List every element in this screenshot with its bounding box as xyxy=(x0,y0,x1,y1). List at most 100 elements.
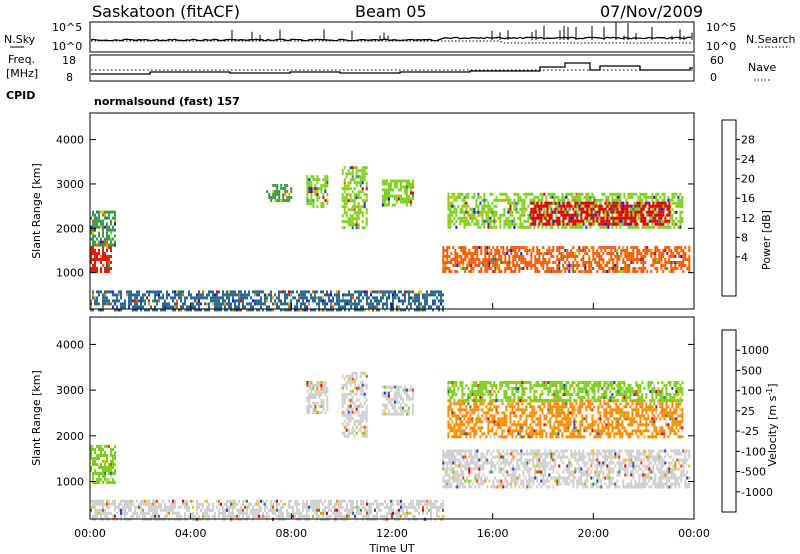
data-cell xyxy=(670,252,673,255)
data-cell xyxy=(154,508,156,512)
data-cell xyxy=(447,213,450,217)
data-cell xyxy=(662,210,665,214)
data-cell xyxy=(528,473,531,477)
data-cell xyxy=(668,255,671,258)
data-cell xyxy=(372,308,374,312)
data-cell xyxy=(632,270,635,273)
data-cell xyxy=(610,267,613,270)
data-cell xyxy=(612,258,615,261)
data-cell xyxy=(502,482,505,486)
data-cell xyxy=(264,508,266,512)
data-cell xyxy=(393,194,396,198)
data-cell xyxy=(154,308,156,312)
data-cell xyxy=(615,192,618,196)
data-cell xyxy=(681,198,684,202)
data-cell xyxy=(681,204,684,208)
data-cell xyxy=(644,222,647,226)
data-cell xyxy=(351,169,354,173)
data-cell xyxy=(500,258,503,261)
data-cell xyxy=(416,299,418,303)
data-cell xyxy=(345,407,348,411)
data-cell xyxy=(498,482,501,486)
data-cell xyxy=(662,201,665,205)
data-cell xyxy=(407,200,410,204)
data-cell xyxy=(614,270,617,273)
data-cell xyxy=(402,293,404,297)
data-cell xyxy=(92,249,94,252)
data-cell xyxy=(353,181,356,185)
data-cell xyxy=(338,499,340,503)
data-cell xyxy=(410,305,412,309)
data-cell xyxy=(260,505,262,509)
data-cell xyxy=(606,210,609,214)
data-cell xyxy=(383,191,386,195)
data-cell xyxy=(365,208,368,212)
data-cell xyxy=(106,243,108,247)
data-cell xyxy=(290,505,292,509)
data-cell xyxy=(286,199,289,202)
data-cell xyxy=(401,200,404,204)
data-cell xyxy=(466,467,469,471)
data-cell xyxy=(104,240,106,244)
data-cell xyxy=(140,505,142,509)
data-cell xyxy=(637,198,640,202)
data-cell xyxy=(403,385,406,389)
data-cell xyxy=(366,299,368,303)
data-cell xyxy=(266,514,268,518)
data-cell xyxy=(394,293,396,297)
data-cell xyxy=(393,391,396,395)
data-cell xyxy=(358,302,360,306)
data-cell xyxy=(475,198,478,202)
data-cell xyxy=(626,210,629,214)
data-cell xyxy=(532,449,535,453)
data-cell xyxy=(505,216,508,220)
data-cell xyxy=(454,479,457,483)
data-cell xyxy=(110,231,112,235)
data-cell xyxy=(640,216,643,220)
data-cell xyxy=(100,222,102,226)
data-cell xyxy=(647,195,650,199)
data-cell xyxy=(489,216,492,220)
data-cell xyxy=(258,290,260,294)
data-cell xyxy=(565,195,568,199)
data-cell xyxy=(345,214,348,218)
data-cell xyxy=(353,383,356,387)
data-cell xyxy=(394,511,396,515)
data-cell xyxy=(464,479,467,483)
data-cell xyxy=(450,270,453,273)
data-cell xyxy=(114,505,116,509)
data-cell xyxy=(318,302,320,306)
data-cell xyxy=(236,514,238,518)
data-cell xyxy=(462,485,465,489)
data-cell xyxy=(292,511,294,515)
data-cell xyxy=(651,225,654,229)
data-cell xyxy=(396,296,398,300)
data-cell xyxy=(642,267,645,270)
data-cell xyxy=(644,204,647,208)
data-cell xyxy=(409,200,412,204)
data-cell xyxy=(448,476,451,480)
data-cell xyxy=(389,403,392,407)
data-cell xyxy=(344,305,346,309)
data-cell xyxy=(106,478,108,481)
data-cell xyxy=(397,194,400,198)
data-cell xyxy=(496,261,499,264)
data-cell xyxy=(112,502,114,506)
data-cell xyxy=(556,270,559,273)
data-cell xyxy=(480,267,483,270)
data-cell xyxy=(359,425,362,429)
data-cell xyxy=(226,514,228,518)
data-cell xyxy=(533,198,536,202)
data-cell xyxy=(434,299,436,303)
data-cell xyxy=(286,293,288,297)
data-cell xyxy=(442,261,445,264)
data-cell xyxy=(477,219,480,223)
data-cell xyxy=(520,458,523,462)
data-cell xyxy=(576,201,579,205)
data-cell xyxy=(370,302,372,306)
data-cell xyxy=(90,267,92,270)
data-cell xyxy=(580,219,583,223)
data-cell xyxy=(387,188,390,192)
data-cell xyxy=(493,216,496,220)
data-cell xyxy=(330,308,332,312)
